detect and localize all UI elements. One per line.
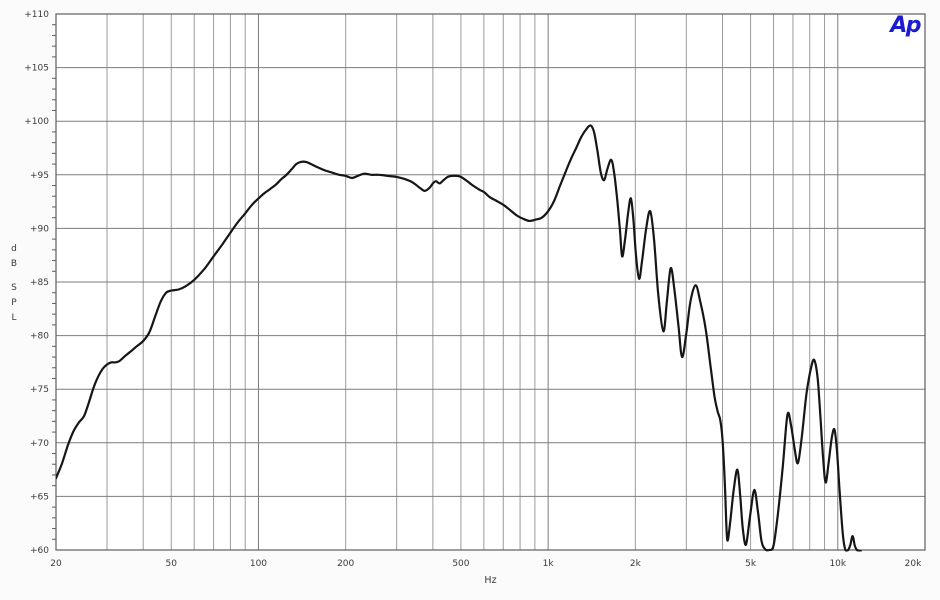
y-tick-label: +75 xyxy=(30,385,49,395)
y-tick-label: +100 xyxy=(24,117,49,127)
y-tick-label: +65 xyxy=(30,492,49,502)
x-tick-label: 20k xyxy=(905,559,922,569)
y-axis-title-letter: S xyxy=(11,283,17,293)
y-axis-title-letter: P xyxy=(11,298,17,308)
y-tick-label: +60 xyxy=(30,546,49,556)
x-axis-unit-label: Hz xyxy=(484,575,496,586)
x-tick-label: 500 xyxy=(452,559,469,569)
x-tick-label: 200 xyxy=(337,559,354,569)
y-tick-label: +95 xyxy=(30,171,49,181)
x-tick-label: 2k xyxy=(630,559,642,569)
x-tick-label: 50 xyxy=(166,559,178,569)
y-axis-title-letter: d xyxy=(11,244,17,254)
y-tick-label: +70 xyxy=(30,439,49,449)
y-tick-label: +105 xyxy=(24,64,49,74)
response-curve xyxy=(56,124,862,552)
x-tick-label: 20 xyxy=(50,559,62,569)
y-tick-label: +85 xyxy=(30,278,49,288)
x-tick-label: 5k xyxy=(745,559,757,569)
audio-precision-logo: Ap xyxy=(890,13,921,38)
y-axis-title-letter: B xyxy=(11,259,17,269)
y-axis-title-letter: L xyxy=(11,313,16,323)
x-tick-label: 1k xyxy=(543,559,555,569)
y-tick-label: +90 xyxy=(30,224,49,234)
plot-border xyxy=(55,13,926,551)
y-tick-label: +80 xyxy=(30,332,49,342)
x-tick-label: 100 xyxy=(250,559,267,569)
x-tick-label: 10k xyxy=(829,559,846,569)
y-tick-label: +110 xyxy=(24,10,49,20)
